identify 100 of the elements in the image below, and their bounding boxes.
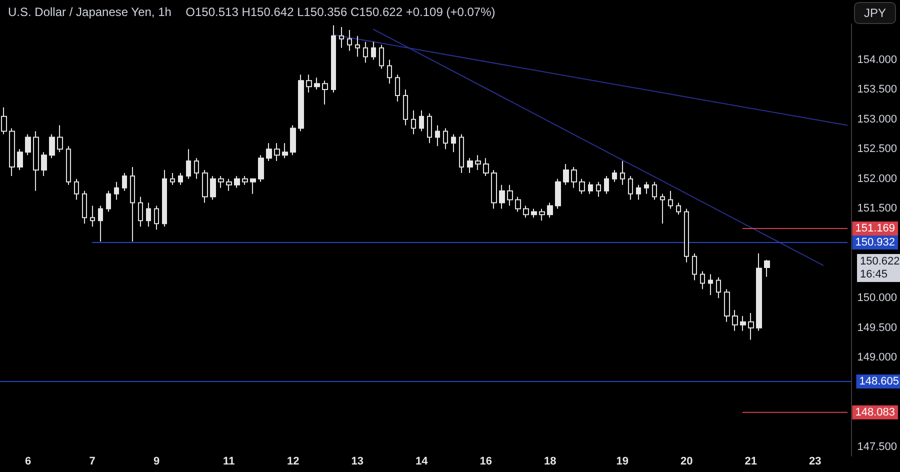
candlestick bbox=[379, 44, 384, 70]
candlestick bbox=[298, 74, 304, 132]
data-label: 148.083 bbox=[855, 406, 895, 418]
candlestick bbox=[9, 128, 15, 176]
candlestick bbox=[178, 172, 183, 186]
y-tick-label: 149.500 bbox=[857, 322, 898, 334]
candlestick bbox=[331, 24, 336, 94]
candlestick bbox=[106, 190, 111, 212]
x-tick-label: 12 bbox=[286, 456, 300, 468]
candlestick bbox=[628, 175, 633, 200]
candlestick bbox=[242, 175, 248, 186]
x-tick-label: 21 bbox=[744, 456, 757, 468]
candlestick bbox=[371, 41, 376, 60]
x-tick-label: 18 bbox=[544, 456, 556, 468]
candlestick bbox=[668, 190, 673, 210]
candlestick bbox=[451, 134, 456, 153]
candlestick bbox=[499, 184, 505, 210]
candlestick bbox=[395, 74, 400, 102]
candlestick bbox=[41, 152, 47, 176]
candlestick bbox=[387, 59, 392, 84]
candlestick bbox=[467, 158, 473, 174]
candlestick bbox=[33, 130, 39, 192]
candlestick bbox=[114, 181, 119, 200]
candlestick bbox=[563, 164, 569, 186]
candlestick bbox=[282, 142, 288, 159]
candlestick bbox=[716, 276, 721, 299]
candlestick bbox=[411, 110, 416, 135]
candlestick bbox=[596, 181, 601, 198]
candlestick bbox=[138, 196, 143, 228]
candlestick bbox=[443, 128, 448, 150]
y-tick-label: 153.000 bbox=[857, 113, 898, 126]
x-tick-label: 6 bbox=[25, 456, 32, 468]
y-tick-label: 152.500 bbox=[857, 143, 898, 156]
candlestick bbox=[146, 202, 151, 228]
x-tick-label: 9 bbox=[154, 456, 160, 468]
x-tick-label: 11 bbox=[223, 456, 235, 468]
candlestick bbox=[740, 315, 746, 332]
candlestick bbox=[226, 178, 232, 192]
candlestick bbox=[612, 169, 617, 182]
y-axis-title: JPY bbox=[864, 6, 886, 20]
text: 150.622 16:45 bbox=[860, 256, 900, 281]
candlestick bbox=[692, 252, 697, 281]
candlestick bbox=[363, 41, 368, 64]
candlestick bbox=[539, 208, 545, 222]
candlestick bbox=[90, 205, 95, 228]
candlestick bbox=[732, 310, 738, 332]
ref-line-label: 148.605 bbox=[859, 376, 900, 388]
candlestick bbox=[250, 178, 256, 194]
candlestick bbox=[322, 80, 328, 105]
x-tick-label: 13 bbox=[351, 456, 364, 468]
candlestick bbox=[684, 208, 689, 263]
candlestick bbox=[748, 312, 754, 340]
candlestick bbox=[491, 169, 497, 210]
candlestick bbox=[194, 158, 199, 180]
candlestick bbox=[459, 134, 464, 174]
candlestick bbox=[636, 184, 641, 200]
candlestick bbox=[547, 202, 553, 218]
candlestick bbox=[66, 146, 71, 186]
candlestick bbox=[266, 142, 272, 162]
candlestick bbox=[507, 184, 513, 206]
y-tick-label: 153.500 bbox=[857, 84, 898, 96]
candlestick bbox=[210, 175, 216, 200]
candlestick bbox=[258, 154, 264, 182]
candlestick bbox=[660, 193, 665, 224]
candlestick bbox=[49, 134, 55, 159]
candlestick bbox=[483, 158, 489, 176]
x-tick-label: 14 bbox=[415, 456, 429, 468]
candlestick bbox=[676, 202, 681, 216]
y-tick-label: 147.500 bbox=[857, 441, 898, 454]
candlestick bbox=[339, 26, 344, 48]
candlestick bbox=[419, 110, 424, 132]
candlestick bbox=[74, 178, 79, 200]
y-tick-label: 150.000 bbox=[857, 292, 898, 304]
candlestick bbox=[531, 208, 537, 218]
candlestick bbox=[218, 175, 224, 188]
candlestick bbox=[314, 77, 320, 90]
candlestick bbox=[604, 175, 609, 194]
candlestick bbox=[579, 178, 585, 194]
candlestick bbox=[700, 270, 705, 290]
candlestick bbox=[170, 172, 175, 186]
candlestick bbox=[475, 154, 481, 170]
candlestick bbox=[202, 169, 208, 204]
candlestick bbox=[98, 205, 103, 242]
candlestick bbox=[652, 181, 657, 200]
candlestick bbox=[355, 35, 360, 58]
x-tick-label: 19 bbox=[616, 456, 628, 468]
candlestick bbox=[17, 148, 23, 170]
candlestick bbox=[403, 89, 408, 126]
candlestick bbox=[234, 175, 240, 188]
candlestick bbox=[427, 112, 432, 144]
data-label: 151.169 bbox=[855, 222, 895, 234]
x-tick-label: 20 bbox=[680, 456, 693, 468]
candlestick bbox=[555, 178, 561, 210]
candlestick bbox=[588, 181, 593, 194]
x-tick-label: 7 bbox=[89, 456, 96, 468]
x-tick-label: 16 bbox=[480, 456, 492, 468]
candlestick bbox=[708, 274, 713, 296]
x-tick-label: 23 bbox=[808, 456, 822, 468]
y-tick-label: 152.000 bbox=[857, 172, 898, 185]
candlestick bbox=[764, 259, 770, 278]
